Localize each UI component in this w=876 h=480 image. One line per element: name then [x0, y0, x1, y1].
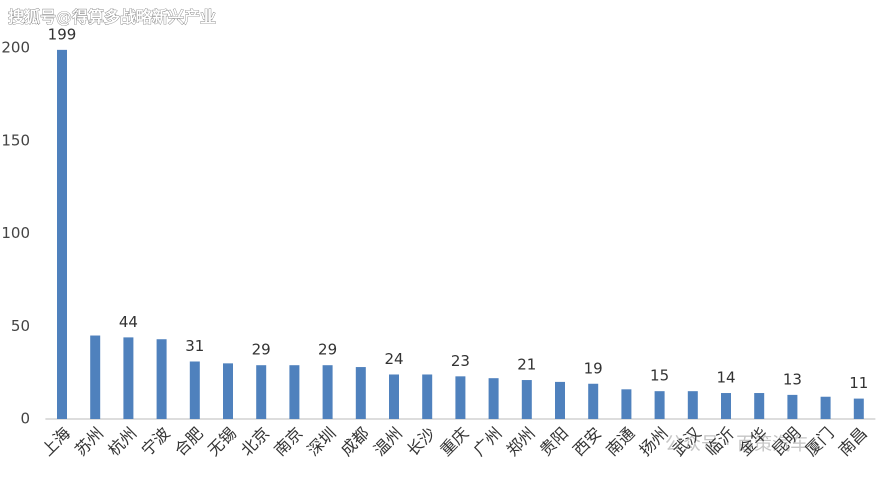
- data-label: 13: [783, 370, 802, 388]
- x-tick-label: 成都: [337, 424, 373, 460]
- bar: [488, 378, 499, 419]
- bar: [123, 337, 134, 419]
- y-tick-label: 100: [1, 224, 30, 242]
- x-tick-label: 宁波: [138, 424, 174, 460]
- bar: [422, 374, 433, 419]
- x-tick-label: 北京: [237, 424, 273, 460]
- bar: [223, 363, 233, 419]
- x-tick-label: 合肥: [171, 424, 207, 460]
- x-tick-label: 重庆: [436, 424, 472, 460]
- data-label: 15: [650, 367, 669, 385]
- x-tick-label: 广州: [470, 424, 506, 460]
- x-tick-label: 南昌: [835, 424, 871, 460]
- bar: [687, 391, 698, 419]
- x-tick-label: 贵阳: [536, 424, 572, 460]
- bar: [621, 389, 632, 419]
- x-tick-label: 西安: [569, 424, 605, 460]
- x-tick-label: 苏州: [71, 424, 107, 460]
- data-label: 19: [584, 359, 603, 377]
- bar: [588, 383, 599, 419]
- x-tick-label: 上海: [38, 424, 74, 460]
- bar: [654, 391, 665, 419]
- bar: [521, 380, 532, 419]
- bar: [389, 374, 399, 419]
- bar: [156, 339, 167, 419]
- x-tick-label: 深圳: [304, 424, 340, 460]
- bar: [189, 361, 200, 419]
- x-tick-label: 温州: [370, 424, 406, 460]
- bar: [754, 393, 765, 419]
- bar: [57, 49, 67, 419]
- bar: [256, 365, 267, 419]
- bar: [721, 393, 731, 419]
- bar: [355, 367, 366, 419]
- data-label: 14: [716, 369, 735, 387]
- x-tick-label: 长沙: [403, 424, 439, 460]
- y-tick-label: 150: [1, 131, 30, 149]
- bar: [853, 398, 864, 419]
- x-tick-label: 南通: [602, 424, 638, 460]
- data-label: 44: [119, 313, 138, 331]
- y-tick-label: 0: [20, 410, 30, 428]
- bar: [289, 365, 300, 419]
- data-label: 23: [451, 352, 470, 370]
- data-label: 31: [185, 337, 204, 355]
- data-label: 29: [252, 341, 271, 359]
- bar: [787, 394, 798, 419]
- watermark: 公众号 · 百策汽车: [665, 434, 808, 455]
- bar: [322, 365, 333, 419]
- data-label: 24: [384, 350, 403, 368]
- data-label: 21: [517, 356, 536, 374]
- y-tick-label: 50: [11, 317, 30, 335]
- y-tick-label: 200: [1, 39, 30, 57]
- bar: [90, 335, 101, 419]
- bar: [820, 396, 831, 419]
- x-tick-label: 郑州: [503, 424, 539, 460]
- data-label: 29: [318, 341, 337, 359]
- watermark: 搜狐号@得算多战略新兴产业: [8, 8, 216, 27]
- data-label: 199: [48, 25, 77, 43]
- x-tick-label: 杭州: [104, 424, 140, 460]
- x-tick-label: 无锡: [204, 424, 240, 460]
- x-tick-label: 南京: [270, 424, 306, 460]
- data-label: 11: [849, 374, 868, 392]
- bar: [555, 381, 565, 419]
- bar: [455, 376, 466, 419]
